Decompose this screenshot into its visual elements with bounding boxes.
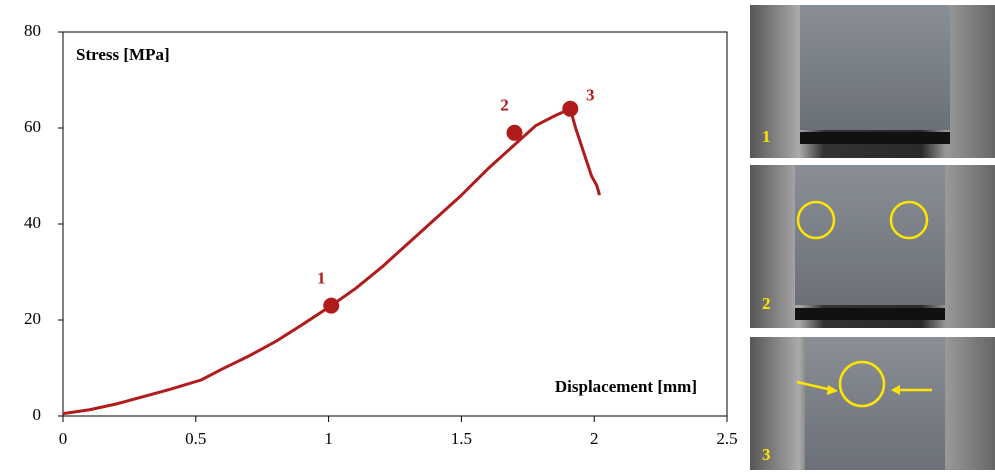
photo (750, 5, 995, 158)
y-tick-label: 40 (24, 213, 41, 232)
marker-label: 2 (500, 96, 509, 115)
y-axis-label: Stress [MPa] (76, 45, 170, 64)
photo-label: 2 (762, 294, 771, 313)
marker (323, 297, 340, 314)
x-axis-label: Displacement [mm] (555, 377, 697, 396)
x-tick-label: 0 (59, 429, 68, 448)
photo (750, 165, 995, 328)
marker-label: 3 (586, 86, 595, 105)
x-tick-label: 2 (590, 429, 599, 448)
marker (562, 100, 579, 117)
y-tick-label: 80 (24, 21, 41, 40)
x-tick-label: 1.5 (451, 429, 472, 448)
y-tick-label: 60 (24, 117, 41, 136)
x-tick-label: 1 (324, 429, 333, 448)
plot-frame (62, 31, 728, 417)
marker-label: 1 (317, 269, 326, 288)
y-tick-label: 20 (24, 309, 41, 328)
photo (750, 337, 995, 470)
marker (506, 124, 523, 141)
photo-label: 3 (762, 445, 771, 464)
y-tick-label: 0 (33, 405, 42, 424)
data-line (62, 107, 601, 416)
x-tick-label: 2.5 (716, 429, 737, 448)
photo-label: 1 (762, 127, 771, 146)
x-tick-label: 0.5 (185, 429, 206, 448)
